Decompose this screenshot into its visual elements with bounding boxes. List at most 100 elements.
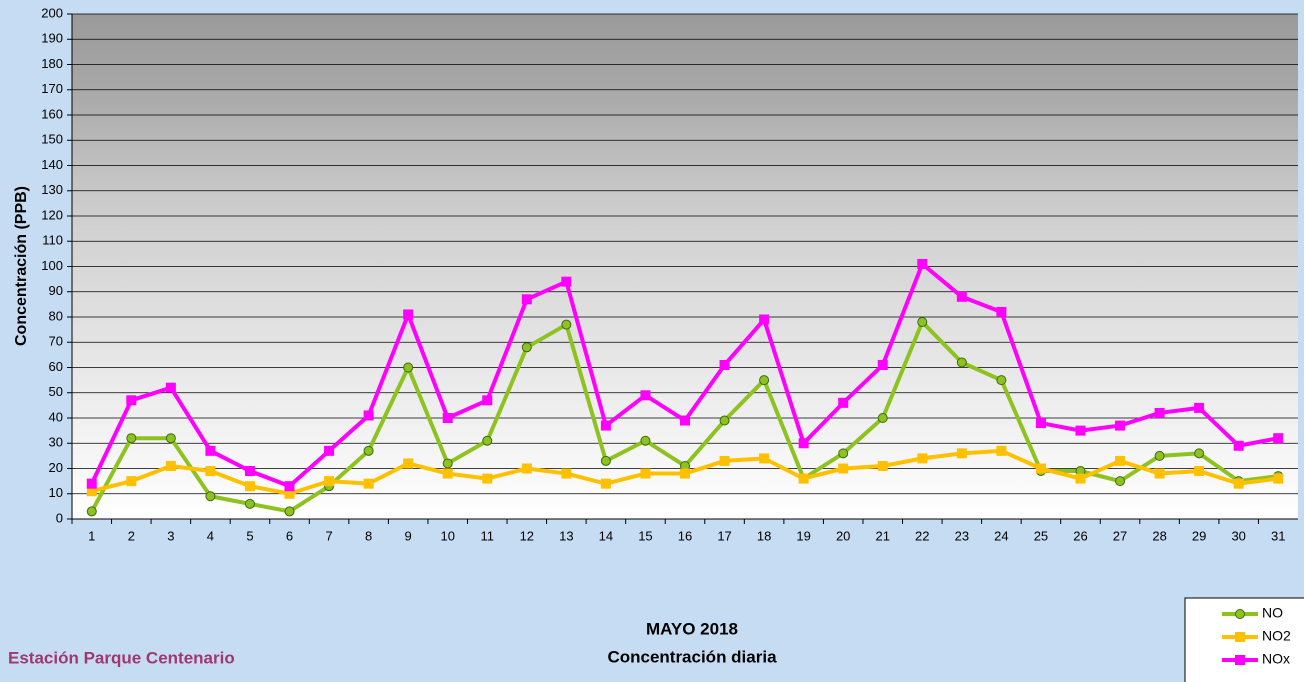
- x-tick-label: 31: [1271, 528, 1285, 543]
- point: [601, 479, 611, 489]
- x-tick-label: 21: [876, 528, 890, 543]
- y-tick-label: 30: [49, 435, 63, 450]
- point: [1075, 474, 1085, 484]
- point: [1273, 474, 1283, 484]
- point: [1273, 433, 1283, 443]
- point: [996, 446, 1006, 456]
- x-tick-label: 9: [405, 528, 412, 543]
- point: [918, 318, 927, 327]
- x-tick-label: 17: [717, 528, 731, 543]
- y-tick-label: 40: [49, 409, 63, 424]
- point: [1194, 403, 1204, 413]
- point: [1036, 418, 1046, 428]
- point: [720, 416, 729, 425]
- point: [166, 383, 176, 393]
- point: [996, 307, 1006, 317]
- point: [601, 456, 610, 465]
- point: [799, 438, 809, 448]
- y-tick-label: 180: [41, 56, 63, 71]
- point: [205, 466, 215, 476]
- point: [285, 507, 294, 516]
- point: [720, 456, 730, 466]
- x-tick-label: 24: [994, 528, 1008, 543]
- point: [443, 459, 452, 468]
- point: [680, 416, 690, 426]
- x-tick-label: 1: [88, 528, 95, 543]
- y-tick-label: 130: [41, 182, 63, 197]
- y-tick-label: 140: [41, 157, 63, 172]
- point: [957, 292, 967, 302]
- x-tick-label: 2: [128, 528, 135, 543]
- x-tick-label: 27: [1113, 528, 1127, 543]
- y-tick-label: 150: [41, 132, 63, 147]
- point: [878, 360, 888, 370]
- point: [680, 469, 690, 479]
- point: [1155, 451, 1164, 460]
- x-tick-label: 25: [1034, 528, 1048, 543]
- point: [1115, 456, 1125, 466]
- legend-marker: [1235, 632, 1245, 642]
- point: [1116, 477, 1125, 486]
- x-tick-label: 4: [207, 528, 214, 543]
- point: [1234, 479, 1244, 489]
- point: [799, 474, 809, 484]
- point: [285, 481, 295, 491]
- chart-subtitle: Concentración diaria: [607, 647, 777, 666]
- x-tick-label: 28: [1152, 528, 1166, 543]
- y-tick-label: 80: [49, 308, 63, 323]
- x-tick-label: 23: [955, 528, 969, 543]
- point: [838, 464, 848, 474]
- point: [640, 390, 650, 400]
- point: [838, 398, 848, 408]
- x-tick-label: 29: [1192, 528, 1206, 543]
- legend-marker: [1236, 610, 1245, 619]
- x-tick-label: 18: [757, 528, 771, 543]
- point: [759, 453, 769, 463]
- point: [166, 461, 176, 471]
- point: [1075, 426, 1085, 436]
- point: [245, 499, 254, 508]
- x-tick-label: 13: [559, 528, 573, 543]
- y-tick-label: 110: [42, 233, 63, 248]
- x-tick-label: 6: [286, 528, 293, 543]
- y-tick-label: 90: [49, 283, 63, 298]
- x-tick-label: 11: [481, 528, 495, 543]
- y-tick-label: 120: [41, 207, 63, 222]
- x-tick-label: 3: [167, 528, 174, 543]
- point: [1115, 421, 1125, 431]
- legend-label: NO: [1262, 605, 1283, 621]
- x-tick-label: 20: [836, 528, 850, 543]
- point: [917, 259, 927, 269]
- point: [364, 410, 374, 420]
- point: [1234, 441, 1244, 451]
- point: [245, 466, 255, 476]
- point: [443, 413, 453, 423]
- point: [126, 395, 136, 405]
- chart-title: MAYO 2018: [646, 619, 738, 638]
- point: [917, 453, 927, 463]
- y-tick-label: 20: [49, 460, 63, 475]
- y-tick-label: 0: [56, 510, 63, 525]
- x-tick-label: 8: [365, 528, 372, 543]
- point: [206, 492, 215, 501]
- x-tick-label: 26: [1073, 528, 1087, 543]
- point: [839, 449, 848, 458]
- point: [1036, 464, 1046, 474]
- point: [522, 294, 532, 304]
- point: [127, 434, 136, 443]
- x-tick-label: 15: [638, 528, 652, 543]
- point: [522, 343, 531, 352]
- point: [1195, 449, 1204, 458]
- point: [126, 476, 136, 486]
- point: [1155, 469, 1165, 479]
- point: [760, 376, 769, 385]
- point: [720, 360, 730, 370]
- point: [364, 479, 374, 489]
- point: [522, 464, 532, 474]
- x-tick-label: 12: [520, 528, 534, 543]
- legend-label: NOx: [1262, 651, 1290, 667]
- y-tick-label: 70: [49, 334, 63, 349]
- point: [1155, 408, 1165, 418]
- point: [443, 469, 453, 479]
- y-tick-label: 10: [49, 485, 63, 500]
